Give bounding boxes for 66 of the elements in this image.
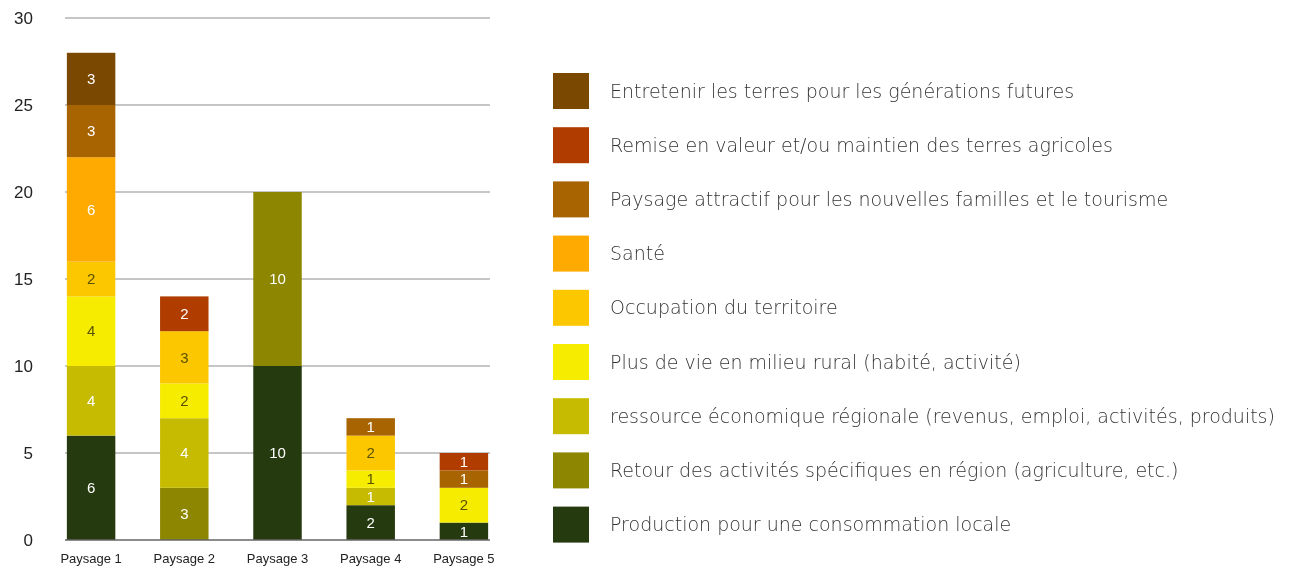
bar: [439, 453, 489, 471]
bar: [66, 105, 116, 158]
data-label: 2: [180, 305, 189, 323]
data-label: 6: [86, 200, 96, 218]
data-label: 1: [366, 470, 375, 488]
data-label: 2: [366, 444, 375, 462]
data-label: 2: [459, 496, 469, 514]
data-label: 6: [86, 479, 96, 497]
legend-label: Santé: [610, 242, 665, 265]
data-label: 3: [86, 122, 96, 140]
bar: [66, 157, 116, 262]
bar: [66, 261, 116, 297]
data-label: 1: [366, 487, 375, 505]
legend-label: Plus de vie en milieu rural (habité, activité): [610, 350, 1021, 373]
data-label: 1: [459, 470, 469, 488]
data-label: 10: [269, 444, 286, 462]
legend-label: Paysage attractif pour les nouvelles familles et le tourisme: [610, 188, 1169, 211]
x-tick-label: Paysage 1: [60, 551, 122, 566]
legend-label: ressource économique régionale (revenus, emploi, activités, produits): [610, 404, 1275, 427]
y-tick-label: 10: [14, 356, 33, 376]
data-label: 3: [180, 505, 189, 523]
data-label: 2: [366, 513, 375, 531]
bar: [439, 470, 489, 488]
bar: [66, 366, 116, 436]
bar: [160, 331, 209, 384]
bar: [66, 52, 116, 105]
y-tick-label: 15: [14, 269, 33, 289]
data-label: 2: [86, 270, 96, 288]
x-tick-label: Paysage 5: [433, 551, 495, 566]
data-label: 10: [269, 270, 286, 288]
bar: [66, 296, 116, 366]
x-tick-label: Paysage 2: [153, 551, 216, 566]
bar: [439, 487, 489, 523]
bar: [346, 505, 395, 540]
data-label: 1: [459, 522, 469, 540]
bar: [346, 487, 395, 506]
data-label: 2: [180, 392, 189, 410]
data-label: 4: [86, 322, 96, 340]
x-tick-label: Paysage 4: [339, 551, 402, 566]
bar: [160, 418, 209, 488]
y-tick-label: 5: [23, 443, 33, 463]
bar: [346, 418, 395, 436]
legend-label: Production pour une consommation locale: [610, 513, 1012, 536]
data-label: 4: [180, 444, 189, 462]
y-tick-label: 30: [14, 8, 33, 28]
data-label: 1: [366, 418, 375, 436]
bar: [253, 366, 302, 540]
data-label: 4: [86, 392, 96, 410]
y-tick-label: 20: [14, 182, 33, 202]
bar: [160, 487, 209, 540]
data-label: 3: [86, 70, 96, 88]
bar: [160, 383, 209, 419]
legend-label: Entretenir les terres pour les générations futures: [610, 79, 1075, 102]
bar: [346, 435, 395, 471]
y-tick-label: 0: [23, 530, 33, 550]
data-label: 3: [180, 348, 189, 366]
legend-label: Occupation du territoire: [610, 296, 838, 319]
bar: [253, 192, 302, 366]
legend-label: Retour des activités spécifiques en région (agriculture, etc.): [610, 459, 1179, 482]
bar: [66, 435, 116, 540]
y-tick-label: 25: [14, 95, 33, 115]
bar: [160, 296, 209, 332]
data-label: 1: [459, 452, 469, 470]
legend-label: Remise en valeur et/ou maintien des terres agricoles: [610, 133, 1113, 156]
bar: [346, 470, 395, 488]
x-tick-label: Paysage 3: [246, 551, 309, 566]
